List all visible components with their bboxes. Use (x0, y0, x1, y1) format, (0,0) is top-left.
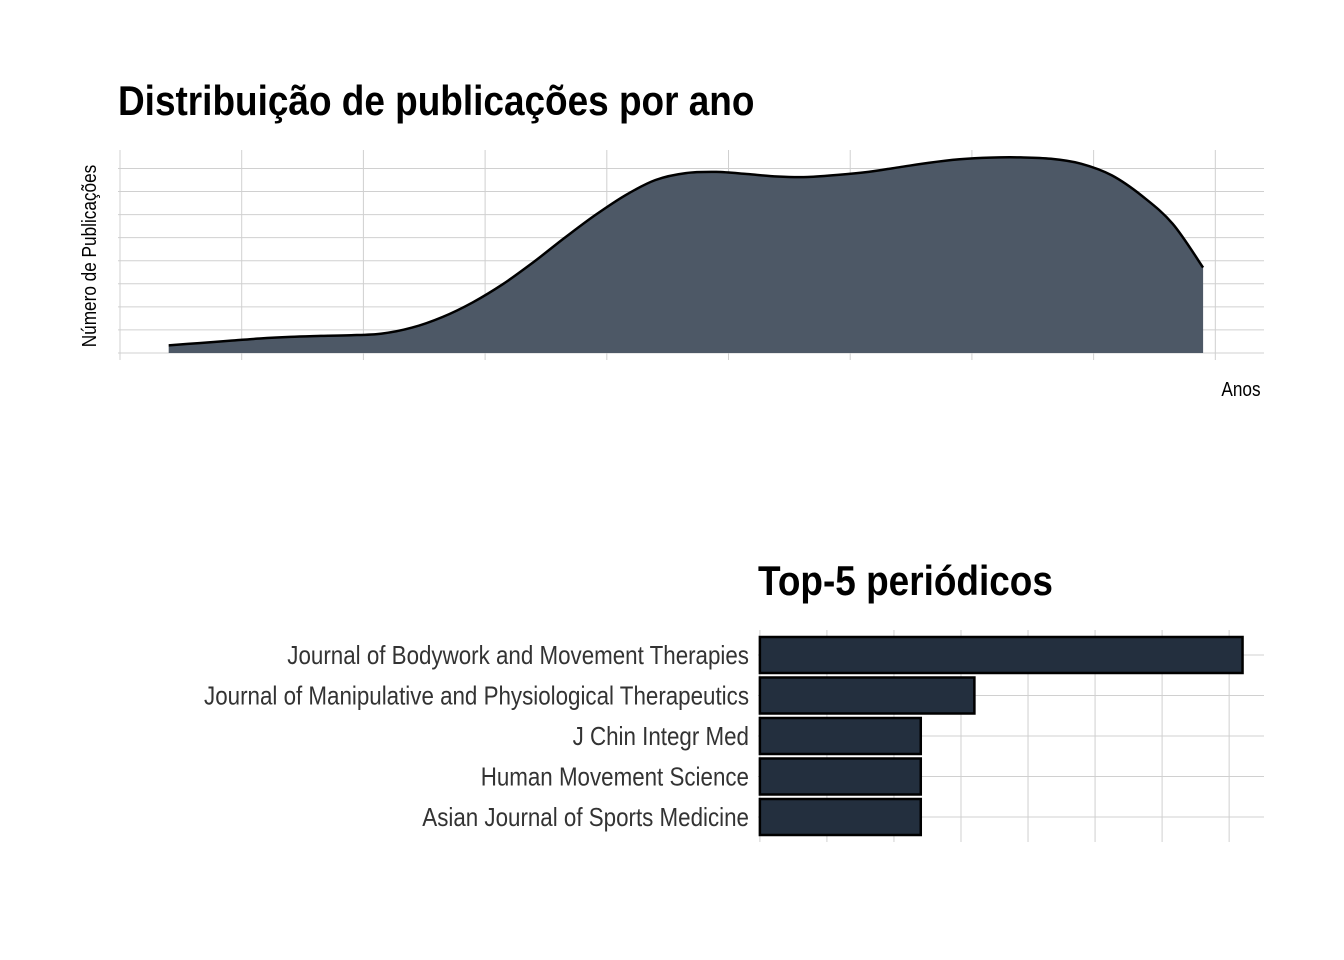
bar-category-labels: Journal of Bodywork and Movement Therapi… (204, 641, 749, 832)
chart-title-journals: Top-5 periódicos (758, 558, 1053, 605)
publications-per-year-chart: Distribuição de publicações por ano Anos… (78, 78, 1264, 400)
bar (758, 676, 976, 715)
category-label: J Chin Integr Med (573, 722, 749, 751)
category-label: Journal of Manipulative and Physiologica… (204, 682, 749, 711)
bar (758, 757, 923, 796)
y-axis-label: Número de Publicações (78, 165, 101, 347)
x-axis-label: Anos (1221, 378, 1260, 401)
bar (758, 797, 923, 837)
chart-title-publications: Distribuição de publicações por ano (118, 78, 754, 125)
bar-series (758, 635, 1244, 837)
area-series (168, 157, 1204, 353)
category-label: Asian Journal of Sports Medicine (422, 803, 749, 832)
top-journals-chart: Top-5 periódicos Journal of Bodywork and… (204, 558, 1264, 842)
area-series-outline (168, 156, 1205, 347)
bar (758, 716, 923, 756)
category-label: Journal of Bodywork and Movement Therapi… (287, 641, 749, 670)
bar (758, 635, 1244, 675)
category-label: Human Movement Science (481, 763, 749, 792)
